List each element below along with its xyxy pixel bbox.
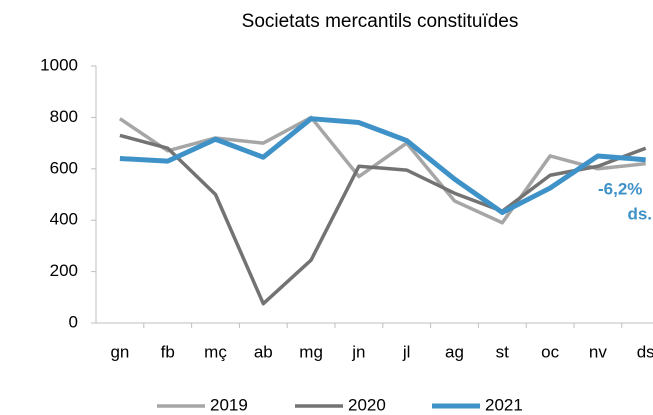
y-tick-label: 400 <box>50 210 78 229</box>
series-line <box>118 115 646 225</box>
y-tick-label: 0 <box>69 312 78 331</box>
legend-label: 2020 <box>348 395 386 414</box>
plot: 0 200 400 600 800 1000 gn fb mç ab mg jn jl ag st oc nv d… <box>40 55 653 414</box>
y-tick-label: 800 <box>50 107 78 126</box>
y-tick-label: 1000 <box>40 55 78 74</box>
annotation: ds. <box>627 204 652 223</box>
x-tick-label: oc <box>541 342 559 361</box>
y-tick-label: 600 <box>50 158 78 177</box>
series-line <box>119 116 646 215</box>
x-tick-label: fb <box>161 342 175 361</box>
legend-label: 2021 <box>485 395 523 414</box>
x-tick-label: ds <box>637 342 653 361</box>
chart-title: Societats mercantils constituïdes <box>242 11 519 32</box>
x-tick-label: ag <box>445 342 464 361</box>
x-tick-label: mç <box>204 342 227 361</box>
x-tick-label: nv <box>589 342 607 361</box>
x-tick-label: ab <box>254 342 273 361</box>
x-tick-label: st <box>496 342 510 361</box>
x-tick-label: gn <box>110 342 129 361</box>
x-tick-label: mg <box>299 342 323 361</box>
y-tick-label: 200 <box>50 261 78 280</box>
series-line <box>119 133 647 306</box>
annotation: -6,2% <box>598 179 642 198</box>
x-tick-label: jl <box>402 342 411 361</box>
x-tick-label: jn <box>351 342 365 361</box>
legend-label: 2019 <box>210 395 248 414</box>
